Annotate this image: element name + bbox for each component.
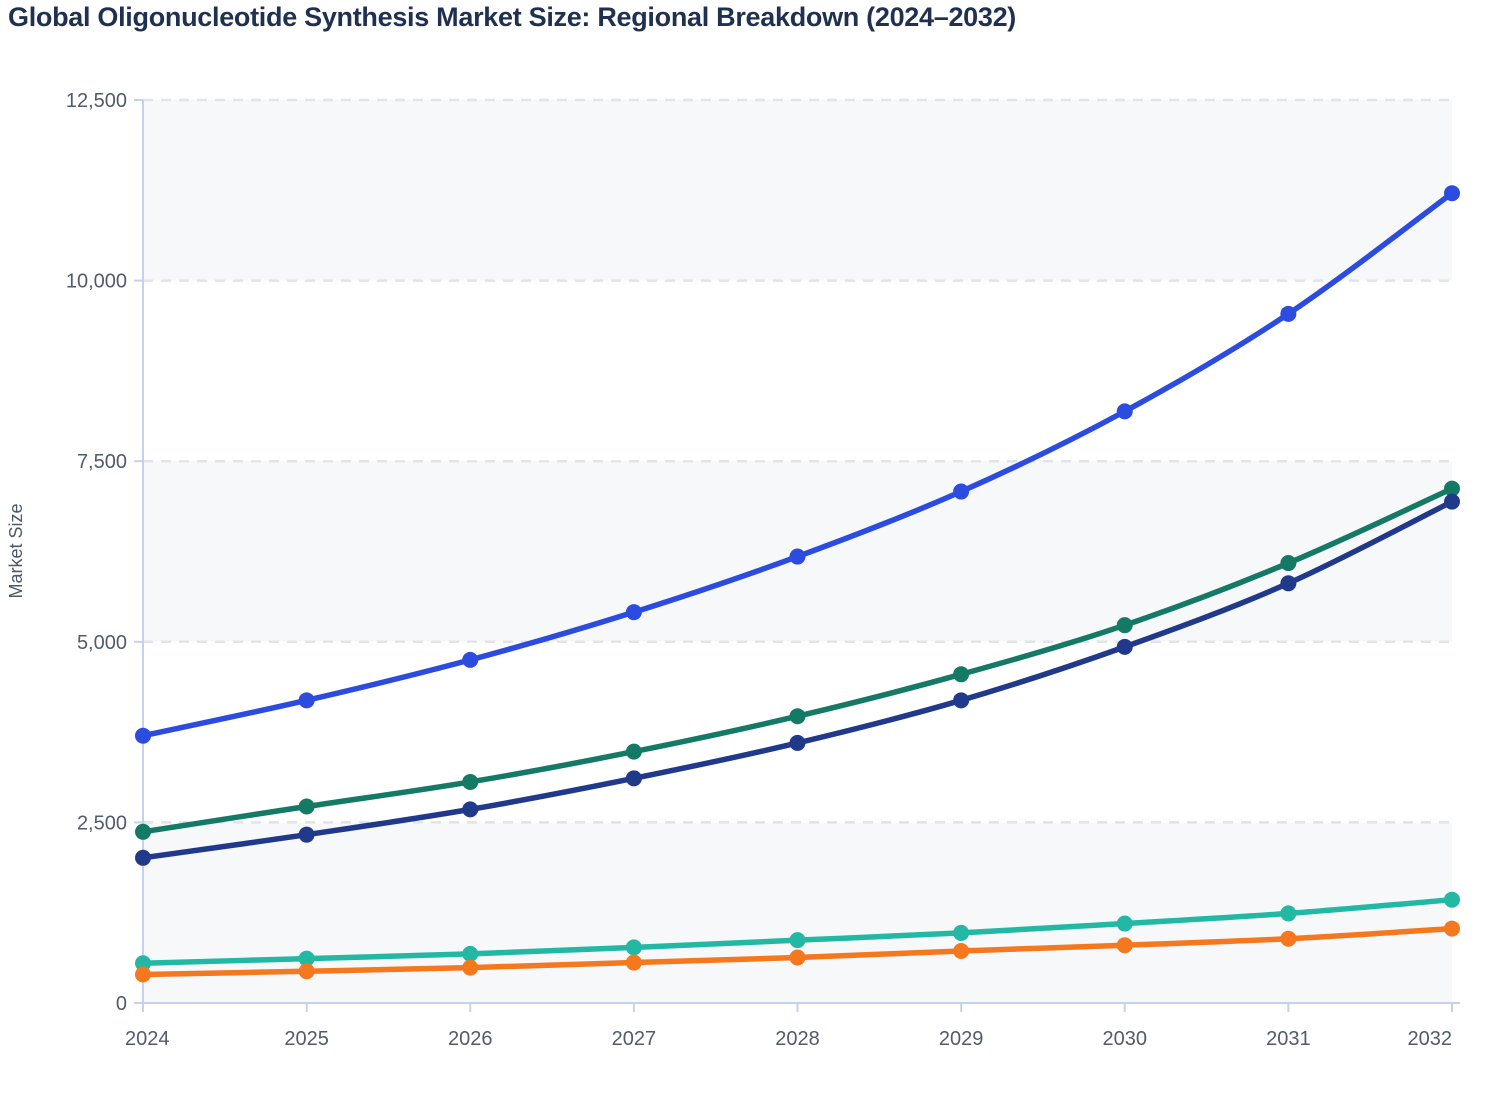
data-point-series-5 [1280, 930, 1297, 947]
data-point-series-2 [1116, 617, 1133, 634]
x-tick-label: 2029 [939, 1028, 984, 1050]
data-point-series-5 [625, 954, 642, 971]
data-point-series-5 [298, 963, 315, 980]
data-point-series-1 [1116, 403, 1133, 420]
data-point-series-2 [462, 773, 479, 790]
data-point-series-5 [789, 949, 806, 966]
data-point-series-2 [789, 708, 806, 725]
x-tick-label: 2032 [1408, 1028, 1453, 1050]
data-point-series-5 [1116, 937, 1133, 954]
x-tick-label: 2030 [1103, 1028, 1148, 1050]
data-point-series-3 [1444, 493, 1460, 510]
data-point-series-1 [625, 604, 642, 621]
data-point-series-2 [1280, 555, 1297, 572]
x-tick-label: 2024 [125, 1028, 170, 1050]
data-point-series-4 [1280, 905, 1297, 922]
data-point-series-3 [789, 734, 806, 751]
data-point-series-4 [1444, 891, 1460, 908]
data-point-series-3 [298, 826, 315, 843]
shaded-band [143, 822, 1452, 1003]
data-point-series-2 [625, 743, 642, 760]
y-tick-label: 10,000 [66, 271, 127, 293]
data-point-series-4 [625, 939, 642, 956]
x-tick-label: 2027 [612, 1028, 657, 1050]
y-tick-label: 2,500 [77, 812, 127, 834]
data-point-series-2 [953, 666, 970, 683]
data-point-series-5 [462, 959, 479, 976]
data-point-series-2 [1444, 480, 1460, 497]
y-tick-label: 12,500 [66, 90, 127, 112]
series-line-3 [140, 498, 1455, 861]
data-point-series-3 [1116, 638, 1133, 655]
data-point-series-1 [953, 483, 970, 500]
shaded-band [143, 100, 1452, 281]
data-point-series-3 [135, 849, 151, 866]
data-point-series-3 [462, 801, 479, 818]
data-point-series-1 [789, 548, 806, 565]
y-tick-label: 5,000 [77, 632, 127, 654]
series-layer [135, 185, 1460, 983]
data-point-series-5 [1444, 920, 1460, 937]
x-tick-label: 2025 [284, 1028, 329, 1050]
x-tick-label: 2026 [448, 1028, 493, 1050]
data-point-series-3 [953, 692, 970, 709]
chart-title: Global Oligonucleotide Synthesis Market … [8, 2, 1016, 32]
data-point-series-3 [1280, 575, 1297, 592]
y-tick-label: 7,500 [77, 451, 127, 473]
data-point-series-4 [1116, 915, 1133, 932]
data-point-series-2 [298, 798, 315, 815]
data-point-series-4 [789, 932, 806, 949]
axis-labels-layer: 0 2,500 5,000 7,500 10,000 12,500 2024 2025 2026… [66, 90, 1452, 1050]
data-point-series-1 [135, 727, 151, 744]
data-point-series-2 [135, 823, 151, 840]
data-point-series-1 [1280, 305, 1297, 322]
data-point-series-5 [135, 966, 151, 983]
gridlines-layer [143, 98, 1452, 824]
data-point-series-1 [298, 692, 315, 709]
x-tick-label: 2028 [775, 1028, 820, 1050]
data-point-series-4 [462, 945, 479, 962]
data-point-series-3 [625, 770, 642, 787]
data-point-series-1 [462, 651, 479, 668]
x-tick-label: 2031 [1266, 1028, 1311, 1050]
data-point-series-5 [953, 942, 970, 959]
data-point-series-4 [953, 924, 970, 941]
y-axis-title: Market Size [6, 503, 26, 598]
y-tick-label: 0 [116, 993, 127, 1015]
data-point-series-4 [135, 955, 151, 972]
data-point-series-4 [298, 950, 315, 967]
data-point-series-1 [1444, 185, 1460, 202]
